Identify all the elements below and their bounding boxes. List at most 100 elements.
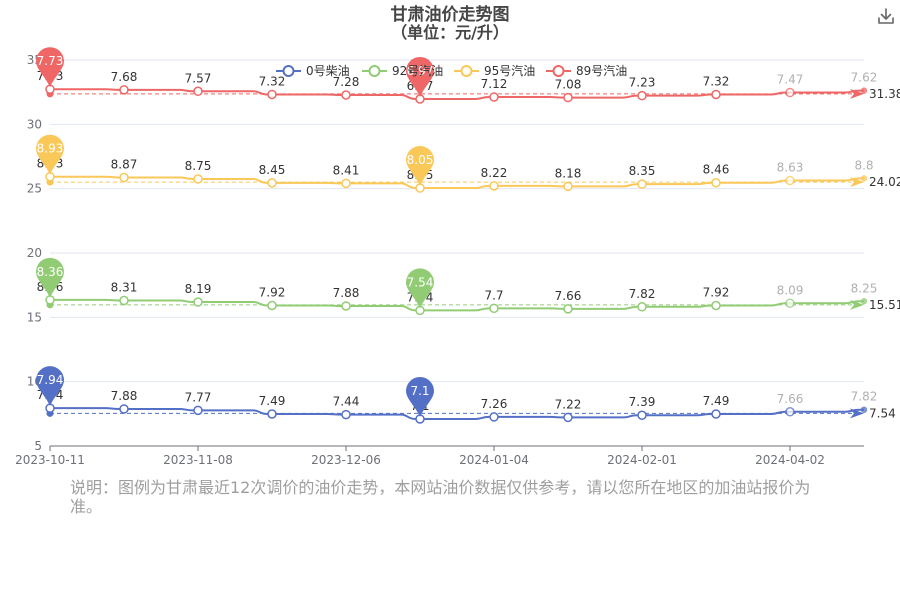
average-arrow	[850, 88, 864, 99]
min-pin	[406, 376, 435, 417]
data-label: 8.45	[259, 163, 286, 177]
data-point	[563, 412, 573, 423]
y-tick-label: 30	[27, 117, 42, 131]
data-label: 7.12	[481, 77, 508, 91]
data-point	[489, 181, 499, 191]
max-pin-label: 7.73	[37, 54, 64, 68]
max-pin-label: 8.36	[37, 265, 64, 279]
legend-marker	[368, 65, 381, 77]
data-point	[637, 179, 647, 189]
data-point	[119, 172, 129, 183]
data-label: 8.75	[185, 159, 212, 173]
data-point	[119, 404, 129, 414]
data-label: 7.26	[481, 397, 508, 411]
data-label: 8.46	[703, 163, 730, 177]
data-point	[711, 300, 721, 311]
data-point	[267, 178, 277, 188]
data-label: 7.88	[111, 389, 138, 403]
x-tick-label: 2024-01-04	[459, 453, 529, 467]
max-pin-label: 7.94	[37, 373, 64, 387]
data-point	[785, 407, 795, 417]
average-arrow	[850, 177, 864, 188]
min-pin-label: 7.1	[410, 384, 429, 398]
data-label: 8.09	[777, 283, 804, 297]
chart-subtitle: （单位：元/升）	[391, 23, 509, 42]
chart-note: 说明：图例为甘肃最近12次调价的油价走势，本网站油价数据仅供参考，请以您所在地区…	[70, 478, 811, 516]
min-pin	[406, 146, 435, 187]
data-label: 8.35	[629, 164, 656, 178]
legend-label: 89号汽油	[576, 63, 627, 78]
legend-item[interactable]: 92号汽油	[362, 63, 443, 78]
legend: 0号柴油 92号汽油 95号汽油 89号汽油	[276, 63, 627, 78]
legend-item[interactable]: 95号汽油	[454, 63, 535, 78]
data-label: 7.92	[703, 285, 730, 299]
data-label: 8.8	[854, 158, 873, 172]
data-label: 8.19	[185, 282, 212, 296]
data-label: 8.25	[851, 281, 878, 295]
data-point	[489, 303, 499, 314]
data-point	[563, 304, 573, 314]
data-point	[267, 300, 277, 311]
data-point	[860, 87, 868, 94]
average-label: 24.02	[869, 175, 900, 189]
data-point	[860, 298, 868, 305]
min-pin-label: 8.05	[407, 153, 434, 167]
data-point	[637, 410, 647, 420]
series-0: 7.54 7.94 7.88 7.77 7.49 7.44 7.1 7.26 7.22 7.39 7…	[36, 366, 896, 424]
series-2: 24.02 8.93 8.87 8.75 8.45 8.41 8.05 8.22 8.18 8.3…	[36, 134, 900, 193]
average-label: 7.54	[869, 406, 896, 420]
max-pin	[36, 47, 64, 88]
legend-item[interactable]: 89号汽油	[546, 63, 627, 78]
data-point	[193, 297, 203, 307]
data-point	[563, 181, 573, 192]
average-label: 31.38	[869, 87, 900, 101]
data-label: 7.82	[851, 390, 878, 404]
data-point	[711, 177, 721, 188]
average-label: 15.51	[869, 298, 900, 312]
data-label: 8.63	[777, 161, 804, 175]
data-label: 7.08	[555, 78, 582, 92]
series-3: 31.38 7.73 7.68 7.57 7.32 7.28 6.97 7.12 7.08 7.2…	[36, 47, 900, 104]
legend-item[interactable]: 0号柴油	[276, 64, 350, 78]
data-label: 7.44	[333, 395, 360, 409]
data-label: 8.22	[481, 166, 508, 180]
data-label: 8.18	[555, 166, 582, 180]
data-label: 8.87	[111, 157, 138, 171]
max-pin	[36, 257, 64, 298]
data-label: 7.39	[629, 395, 656, 409]
data-point	[785, 298, 795, 309]
data-label: 8.31	[111, 280, 138, 294]
data-point	[860, 175, 868, 182]
series-1: 15.51 8.36 8.31 8.19 7.92 7.88 7.54 7.7 7.66 7.82…	[36, 257, 900, 316]
y-tick-label: 25	[27, 182, 42, 196]
x-tick-label: 2024-04-02	[755, 453, 825, 467]
data-point	[341, 178, 351, 189]
data-label: 7.22	[555, 397, 582, 411]
data-label: 7.49	[703, 394, 730, 408]
data-label: 7.23	[629, 76, 656, 90]
data-point	[563, 92, 573, 103]
grid-lines	[50, 59, 864, 447]
y-tick-label: 5	[34, 439, 42, 453]
min-pin	[406, 56, 435, 97]
data-label: 7.28	[333, 75, 360, 89]
data-point	[193, 174, 203, 184]
max-pin	[36, 134, 64, 175]
chart-title: 甘肃油价走势图	[391, 4, 510, 25]
data-label: 7.92	[259, 285, 286, 299]
max-pin	[36, 366, 64, 407]
x-axis: 2023-10-11 2023-11-08 2023-12-06 2024-01-04…	[15, 446, 825, 467]
data-label: 7.47	[777, 73, 804, 87]
data-label: 7.49	[259, 394, 286, 408]
x-tick-label: 2023-11-08	[163, 453, 233, 467]
x-tick-label: 2023-10-11	[15, 453, 85, 467]
data-point	[785, 87, 795, 98]
series-layer: 7.54 7.94 7.88 7.77 7.49 7.44 7.1 7.26 7.22 7.39 7…	[36, 47, 900, 424]
data-point	[193, 405, 203, 416]
legend-label: 92号汽油	[392, 63, 443, 78]
data-point	[119, 85, 129, 95]
data-label: 7.82	[629, 287, 656, 301]
y-tick-label: 20	[27, 246, 42, 260]
download-icon[interactable]	[876, 6, 896, 26]
